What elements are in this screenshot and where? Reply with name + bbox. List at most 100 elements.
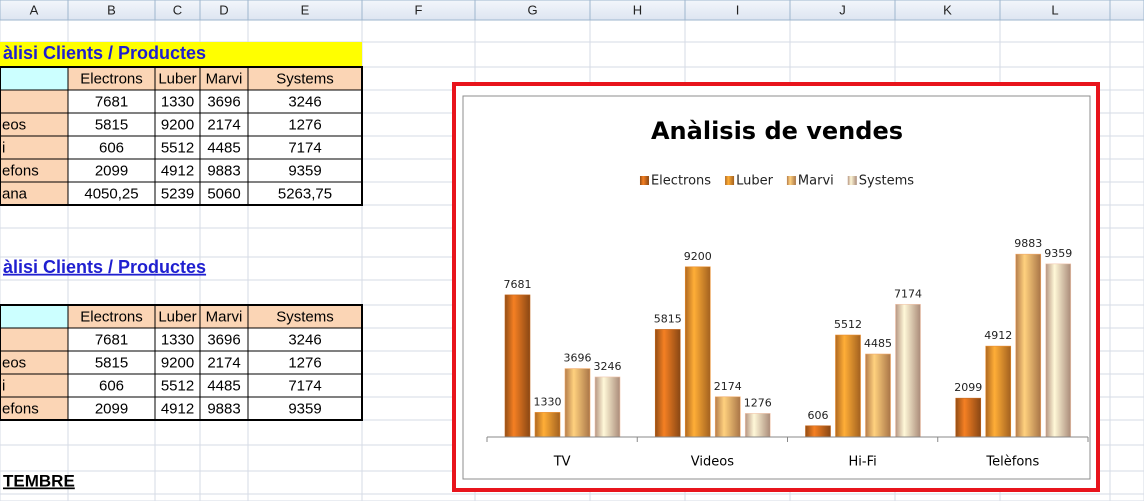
- header-text: Systems: [276, 308, 334, 325]
- column-header: L: [1051, 2, 1058, 17]
- cell-text: 3696: [207, 331, 240, 348]
- cell-text: 5060: [207, 185, 240, 202]
- data-label: 9359: [1044, 247, 1072, 260]
- row-label: eos: [2, 116, 26, 133]
- legend-label: Electrons: [651, 174, 711, 189]
- row-label: efons: [2, 400, 39, 417]
- column-header: F: [415, 2, 423, 17]
- data-label: 7681: [504, 278, 532, 291]
- bar: [714, 396, 741, 438]
- x-tick-label: Hi-Fi: [849, 455, 877, 470]
- bar: [1015, 253, 1042, 438]
- cell-text: 3246: [288, 93, 321, 110]
- data-label: 4912: [984, 329, 1012, 342]
- bar: [985, 345, 1012, 438]
- cell-text: 2174: [207, 354, 240, 371]
- header-text: Electrons: [80, 308, 143, 325]
- header-text: Marvi: [206, 70, 243, 87]
- cell-text: 4912: [161, 400, 194, 417]
- x-tick-label: Telèfons: [985, 455, 1039, 470]
- column-header: B: [107, 2, 116, 17]
- bar: [955, 397, 982, 438]
- cell-text: 4485: [207, 377, 240, 394]
- column-header: K: [943, 2, 952, 17]
- cell-text: 9359: [288, 400, 321, 417]
- bar: [504, 294, 531, 438]
- legend-marker: [786, 176, 796, 185]
- cell-text: 7681: [95, 93, 128, 110]
- cell-text: 5263,75: [278, 185, 332, 202]
- data-label: 3246: [594, 360, 622, 373]
- cell-text: 3246: [288, 331, 321, 348]
- row-label: efons: [2, 162, 39, 179]
- cell-text: 2174: [207, 116, 240, 133]
- row-label-cell: [0, 327, 69, 352]
- header-text: Luber: [158, 70, 196, 87]
- cell-text: 2099: [95, 400, 128, 417]
- row-label: ana: [2, 185, 28, 202]
- bar: [895, 303, 921, 438]
- cell-text: 9883: [207, 400, 240, 417]
- column-header: E: [301, 2, 310, 17]
- bar: [534, 412, 561, 438]
- sheet-title-link: àlisi Clients / Productes: [3, 257, 206, 277]
- legend-marker: [725, 176, 735, 185]
- legend-marker: [639, 176, 649, 185]
- cell-text: 7681: [95, 331, 128, 348]
- bar: [865, 353, 891, 438]
- data-label: 7174: [894, 287, 922, 300]
- column-header: H: [633, 2, 642, 17]
- data-label: 2099: [954, 381, 982, 394]
- column-header: J: [839, 2, 846, 17]
- bar: [1045, 263, 1072, 438]
- cell-text: 606: [99, 377, 124, 394]
- cell-text: 1330: [161, 331, 194, 348]
- bar: [684, 266, 711, 438]
- data-label: 2174: [714, 380, 742, 393]
- cell-text: 5815: [95, 354, 128, 371]
- cell-text: 4050,25: [84, 185, 138, 202]
- header-text: Luber: [158, 308, 196, 325]
- cell-text: 9359: [288, 162, 321, 179]
- column-header: G: [527, 2, 537, 17]
- cell-text: 9883: [207, 162, 240, 179]
- x-tick-label: Videos: [691, 455, 734, 470]
- column-header-bar: [0, 0, 1144, 21]
- column-header: I: [736, 2, 740, 17]
- data-label: 1330: [534, 395, 562, 408]
- row-label-cell: [0, 135, 69, 160]
- row-label: eos: [2, 354, 26, 371]
- bar: [654, 329, 681, 438]
- cell-text: 7174: [288, 377, 321, 394]
- column-header: C: [173, 2, 182, 17]
- data-label: 4485: [864, 337, 892, 350]
- chart-title: Anàlisis de vendes: [651, 117, 903, 145]
- data-label: 3696: [564, 352, 592, 365]
- column-header: A: [30, 2, 39, 17]
- corner-cell: [0, 304, 69, 329]
- row-label: i: [2, 377, 5, 394]
- corner-cell: [0, 66, 69, 91]
- bar: [805, 425, 831, 438]
- column-header: D: [219, 2, 228, 17]
- bar: [564, 368, 591, 438]
- cell-text: 9200: [161, 116, 194, 133]
- data-label: 9200: [684, 250, 712, 263]
- cell-text: 9200: [161, 354, 194, 371]
- bar: [744, 413, 771, 438]
- header-text: Systems: [276, 70, 334, 87]
- row-label: i: [2, 139, 5, 156]
- bar: [594, 376, 621, 438]
- cell-text: 1330: [161, 93, 194, 110]
- legend-label: Luber: [736, 174, 774, 189]
- cell-text: 1276: [288, 116, 321, 133]
- cell-text: 5512: [161, 377, 194, 394]
- cell-text: 4912: [161, 162, 194, 179]
- cell-text: 2099: [95, 162, 128, 179]
- legend-label: Marvi: [798, 174, 834, 189]
- sheet-footer: TEMBRE: [3, 471, 75, 490]
- sheet-title: àlisi Clients / Productes: [3, 43, 206, 63]
- table-border: [0, 304, 363, 421]
